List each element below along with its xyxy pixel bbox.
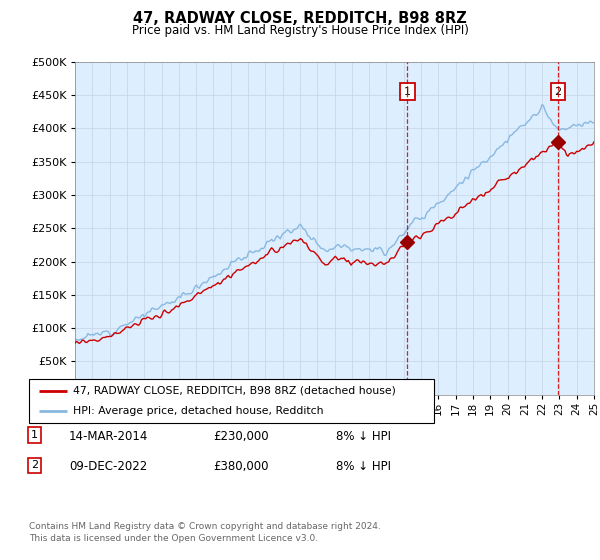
Text: 1: 1: [31, 430, 38, 440]
Text: Contains HM Land Registry data © Crown copyright and database right 2024.
This d: Contains HM Land Registry data © Crown c…: [29, 522, 380, 543]
Text: £380,000: £380,000: [213, 460, 269, 473]
Text: HPI: Average price, detached house, Redditch: HPI: Average price, detached house, Redd…: [73, 406, 324, 416]
Text: 47, RADWAY CLOSE, REDDITCH, B98 8RZ: 47, RADWAY CLOSE, REDDITCH, B98 8RZ: [133, 11, 467, 26]
Text: 2: 2: [554, 87, 562, 96]
Text: £230,000: £230,000: [213, 430, 269, 443]
Text: 47, RADWAY CLOSE, REDDITCH, B98 8RZ (detached house): 47, RADWAY CLOSE, REDDITCH, B98 8RZ (det…: [73, 386, 396, 396]
Text: 8% ↓ HPI: 8% ↓ HPI: [336, 460, 391, 473]
Text: Price paid vs. HM Land Registry's House Price Index (HPI): Price paid vs. HM Land Registry's House …: [131, 24, 469, 36]
Text: 14-MAR-2014: 14-MAR-2014: [69, 430, 148, 443]
Text: 1: 1: [404, 87, 410, 96]
Text: 2: 2: [31, 460, 38, 470]
Text: 8% ↓ HPI: 8% ↓ HPI: [336, 430, 391, 443]
Text: 09-DEC-2022: 09-DEC-2022: [69, 460, 147, 473]
FancyBboxPatch shape: [29, 379, 434, 423]
